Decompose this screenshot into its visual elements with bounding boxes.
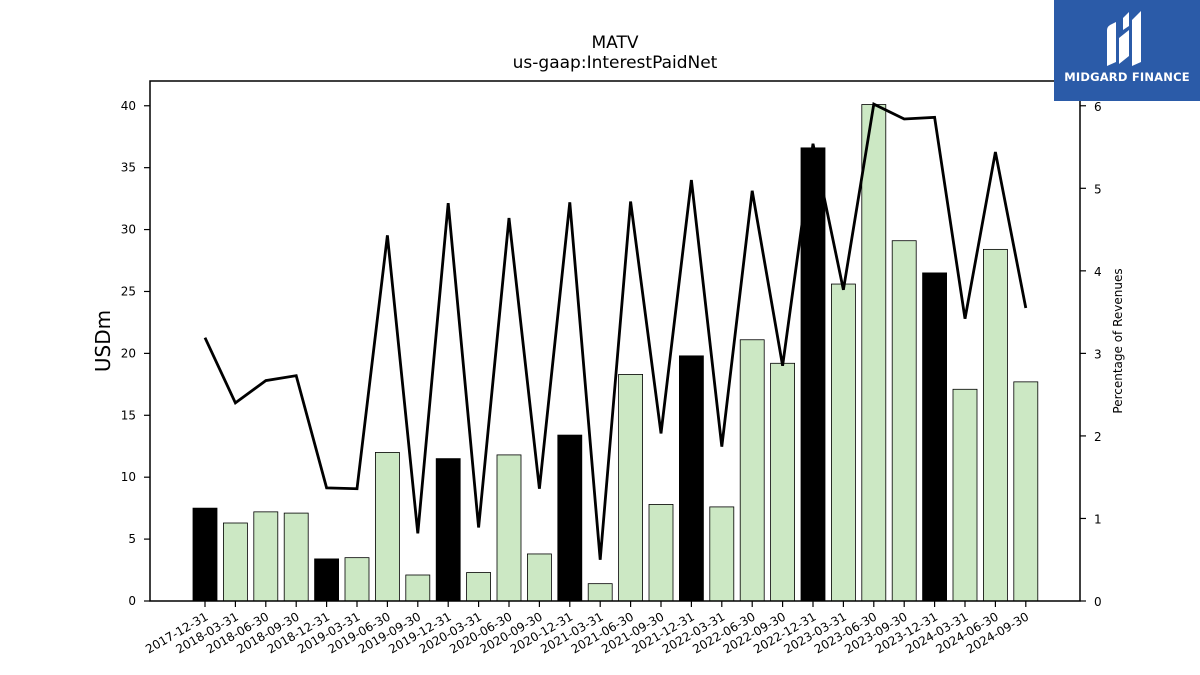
bar <box>739 339 765 602</box>
bar <box>405 574 431 602</box>
y2-tick-label: 3 <box>1094 347 1102 361</box>
bar <box>1013 381 1039 602</box>
y2-tick-label: 2 <box>1094 430 1102 444</box>
y2-tick-label: 5 <box>1094 182 1102 196</box>
midgard-logo-icon <box>1107 11 1141 66</box>
bar <box>587 583 613 602</box>
bar <box>922 272 947 602</box>
y-axis-right: 0 1 2 3 4 5 6 <box>1080 100 1102 609</box>
y2-tick-label: 1 <box>1094 512 1102 526</box>
y2-tick-label: 4 <box>1094 265 1102 279</box>
brand-logo: MIDGARD FINANCE <box>1054 0 1200 101</box>
chart-subtitle: us-gaap:InterestPaidNet <box>513 53 718 73</box>
chart-title: MATV <box>592 33 639 53</box>
line-series <box>203 102 1028 560</box>
bar <box>192 507 218 602</box>
bar <box>952 388 978 602</box>
y2-axis-label: Percentage of Revenues <box>1111 268 1125 413</box>
x-axis: 2017-12-312018-03-312018-06-302018-09-30… <box>143 601 1031 656</box>
y-tick-label: 10 <box>121 470 136 484</box>
bar <box>344 557 370 602</box>
bar <box>983 248 1008 602</box>
y-tick-label: 20 <box>121 346 136 360</box>
y2-tick-label: 6 <box>1094 100 1102 114</box>
bar <box>861 104 887 602</box>
bar <box>496 454 522 602</box>
logo-text: MIDGARD FINANCE <box>1064 70 1190 84</box>
bar <box>891 240 917 602</box>
y-tick-label: 0 <box>128 594 136 608</box>
plot-frame <box>149 80 1081 602</box>
bar-series <box>192 104 1039 602</box>
bar <box>253 511 279 602</box>
bar <box>466 572 492 602</box>
bar <box>314 558 340 602</box>
bar <box>709 506 735 602</box>
y-tick-label: 15 <box>121 408 136 422</box>
bar <box>800 147 826 602</box>
y-tick-label: 30 <box>121 223 136 237</box>
bar <box>831 283 856 602</box>
y-axis-left: 0 5 10 15 20 25 30 35 40 <box>121 99 150 608</box>
bar <box>557 434 583 602</box>
bar <box>283 512 309 602</box>
bar <box>648 504 674 602</box>
bar <box>527 553 552 602</box>
bar <box>374 452 400 602</box>
y-tick-label: 40 <box>121 99 136 113</box>
y-tick-label: 25 <box>121 284 136 298</box>
y-tick-label: 35 <box>121 161 136 175</box>
bar <box>679 355 704 602</box>
y2-tick-label: 0 <box>1094 595 1102 609</box>
bar <box>770 362 795 602</box>
bar <box>435 458 461 602</box>
y-tick-label: 5 <box>128 532 136 546</box>
percent-line <box>203 102 1028 560</box>
bar <box>618 374 643 602</box>
y-axis-label: USDm <box>91 310 115 372</box>
bar <box>222 522 248 602</box>
